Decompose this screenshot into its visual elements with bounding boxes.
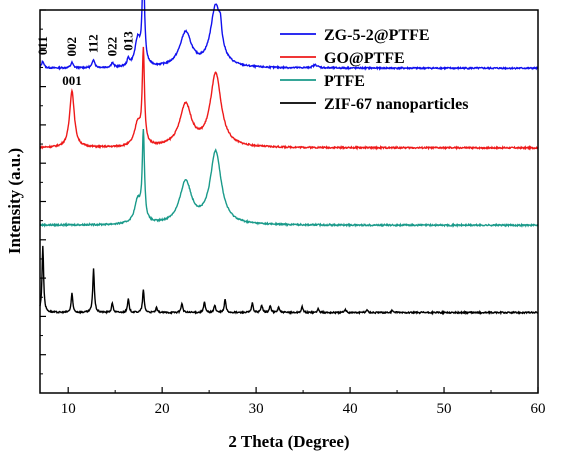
x-tick-label: 30 xyxy=(249,401,264,417)
peak-label: 013 xyxy=(120,31,135,51)
plot-lines xyxy=(39,0,539,316)
peak-label: 112 xyxy=(86,34,101,53)
peak-label: 002 xyxy=(64,37,79,57)
series-line-3 xyxy=(39,245,539,316)
y-axis-ticks xyxy=(40,9,46,375)
legend-label: ZIF-67 nanoparticles xyxy=(324,96,468,113)
peak-label: 011 xyxy=(35,36,50,55)
legend: ZG-5-2@PTFE GO@PTFE PTFE ZIF-67 nanoparticl… xyxy=(280,27,468,113)
series-line-0 xyxy=(39,0,539,71)
legend-label: PTFE xyxy=(324,73,365,90)
peak-label: 022 xyxy=(104,37,119,57)
x-axis-ticks: 10 20 30 40 50 60 xyxy=(61,387,546,417)
series-line-2 xyxy=(39,129,539,229)
peak-label: 001 xyxy=(62,73,82,88)
legend-label: ZG-5-2@PTFE xyxy=(324,27,430,44)
x-tick-label: 10 xyxy=(61,401,76,417)
series-line-1 xyxy=(39,46,539,151)
y-axis-label: Intensity (a.u.) xyxy=(5,148,24,254)
x-axis-label: 2 Theta (Degree) xyxy=(228,432,349,451)
x-tick-label: 50 xyxy=(437,401,452,417)
x-tick-label: 20 xyxy=(155,401,170,417)
x-tick-label: 60 xyxy=(531,401,546,417)
legend-label: GO@PTFE xyxy=(324,50,405,67)
x-tick-label: 40 xyxy=(343,401,358,417)
peak-annotations: 011002112022013222001 xyxy=(35,31,136,88)
